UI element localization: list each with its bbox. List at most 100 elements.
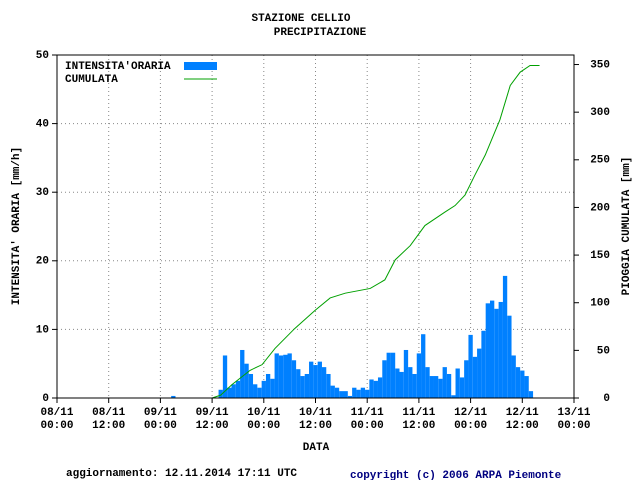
bar [283,354,288,398]
bar [326,373,331,398]
y2-tick-label: 150 [590,250,610,262]
y-axis-label: INTENSITA' ORARIA [mm/h] [11,147,23,305]
bar [227,387,232,398]
y2-tick-label: 0 [603,393,610,405]
bar [429,376,434,398]
y2-tick-label: 300 [590,107,610,119]
bar [433,376,439,398]
bar [395,368,400,398]
bar [446,373,452,398]
bar [321,367,327,398]
bar [235,380,241,398]
bar [477,348,482,398]
bar [270,378,275,398]
y-tick-label: 30 [36,187,49,199]
legend-swatch [184,62,217,70]
y-tick-label: 10 [36,324,49,336]
line [211,64,540,399]
bar [408,367,413,398]
bar [347,395,353,398]
bar [265,373,271,398]
y2-tick-label: 200 [590,202,610,214]
bar [304,373,310,398]
legend-label: CUMULATA [65,74,118,86]
bar [291,360,297,398]
bar [524,376,529,398]
x-tick-label: 13/11 00:00 [557,407,591,432]
bar [317,361,322,398]
x-tick-label: 11/11 12:00 [402,407,436,432]
bar [412,373,417,398]
bar [369,379,374,398]
y-tick-label: 20 [36,256,49,268]
bar [248,373,254,398]
y2-axis-label: PIOGGIA CUMULATA [mm] [621,157,633,296]
x-tick-label: 10/11 12:00 [298,407,332,432]
bar [481,330,486,398]
y-tick-label: 0 [42,393,49,405]
x-tick-label: 08/11 12:00 [92,407,126,432]
x-tick-label: 08/11 00:00 [40,407,74,432]
plot-frame [56,54,575,399]
bar [231,384,236,398]
bar [222,355,228,398]
bar [515,367,521,398]
x-tick-label: 09/11 00:00 [143,407,177,432]
bar [455,368,460,398]
bar [287,353,292,398]
x-tick-label: 12/11 12:00 [505,407,539,432]
y2-tick-label: 250 [590,155,610,167]
y2-tick-label: 100 [590,298,610,310]
bar [261,380,266,398]
bar [399,371,404,398]
bar [240,349,245,398]
bar [257,387,262,398]
bar [421,334,426,398]
bar [309,361,314,398]
bar [278,355,284,398]
footer-left: aggiornamento: 12.11.2014 17:11 UTC [66,468,297,480]
bar [507,315,512,398]
bar [416,353,422,398]
bar [520,370,525,398]
bar [382,360,387,398]
x-tick-label: 10/11 00:00 [247,407,281,432]
y-tick-label: 40 [36,119,49,131]
bar [502,275,508,398]
bar [528,391,534,398]
bar [494,308,499,398]
bar [339,391,344,398]
bar [511,355,516,398]
chart-title: STAZIONE CELLIO [251,13,350,25]
bar [171,395,176,398]
y-tick-label: 50 [36,50,49,62]
chart-subtitle: PRECIPITAZIONE [274,27,367,39]
bar [218,389,223,398]
footer-right: copyright (c) 2006 ARPA Piemonte [350,470,562,480]
y2-tick-label: 350 [590,59,610,71]
bar [274,353,279,398]
bar [313,365,318,398]
bar [253,384,258,398]
x-tick-label: 11/11 00:00 [350,407,384,432]
x-tick-label: 12/11 00:00 [454,407,488,432]
bar [343,391,348,398]
bar [451,395,456,398]
bar [300,376,305,398]
bar [459,377,465,398]
bar [244,363,249,398]
x-axis-label: DATA [303,442,330,454]
bar [403,349,409,398]
bar [330,385,335,398]
bar [498,301,503,398]
bar [442,367,447,398]
bar [365,389,370,398]
bar [390,352,396,398]
legend-label: INTENSITA'ORARIA [65,61,171,73]
bar [356,389,361,398]
bar [485,303,490,398]
bar [377,377,383,398]
bar [360,387,366,398]
bar [425,367,430,398]
